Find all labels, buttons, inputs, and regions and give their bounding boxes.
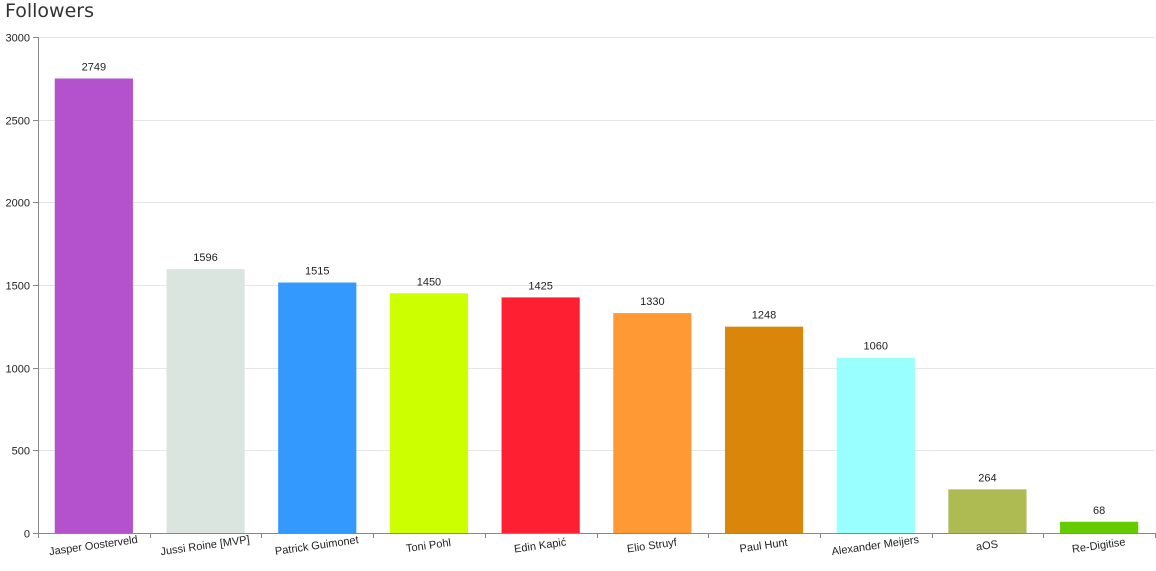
bar [166,269,245,533]
data-label: 2749 [82,61,106,73]
y-tick-label: 500 [12,446,30,458]
y-tick-label: 0 [24,529,30,541]
data-label: 1515 [305,266,329,278]
x-tick-label: Elio Struyf [626,536,678,555]
bar [724,326,804,533]
bar [389,293,469,533]
x-tick-label: Paul Hunt [739,537,789,556]
y-tick-label: 1500 [6,281,30,293]
x-tick-label: Patrick Guimonet [274,534,359,558]
bar [54,78,133,534]
data-label: 1060 [864,341,888,353]
bar-layer [54,78,1139,534]
data-label: 1450 [417,276,441,288]
bar [501,297,580,533]
x-tick-label: Alexander Meijers [831,534,920,558]
bar [948,489,1027,533]
bar [836,357,915,533]
x-tick-label: Jussi Roine [MVP] [160,534,251,558]
x-tick-label: Edin Kapić [513,536,567,555]
data-label: 1425 [528,280,552,292]
y-tick-label: 2500 [6,116,30,128]
chart-title: Followers [5,0,94,22]
x-tick-label: Toni Pohl [405,537,451,555]
data-label: 1248 [752,310,776,322]
data-label: 264 [978,472,996,484]
x-tick-label: Re-Digitise [1071,536,1126,555]
axis-layer: 0 500 1000 1500 2000 2500 3000 [6,33,1156,541]
data-label: 1596 [193,252,217,264]
x-tick-label: aOS [975,539,998,554]
bar [613,313,692,533]
data-label: 68 [1093,505,1105,517]
grid-layer [38,37,1155,451]
y-tick-label: 3000 [6,33,30,45]
x-tick-label: Jasper Oosterveld [48,534,138,558]
y-tick-label: 1000 [6,364,30,376]
bar [1060,521,1139,533]
data-label: 1330 [640,296,664,308]
bar [278,282,357,533]
y-tick-label: 2000 [6,198,30,210]
